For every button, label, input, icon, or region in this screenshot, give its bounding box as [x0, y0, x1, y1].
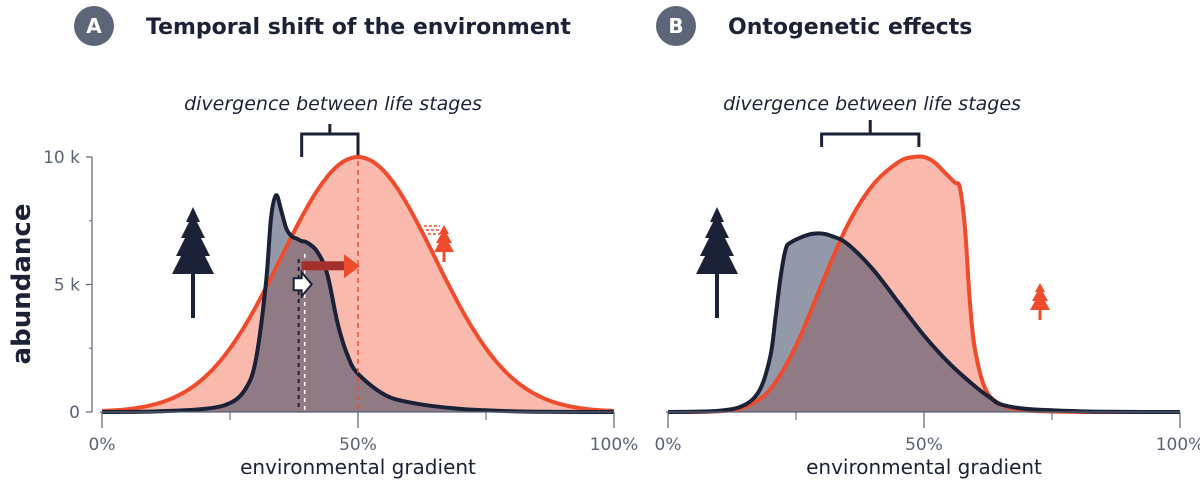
panel-a-x-ticks: 0% 50% 100% [89, 412, 639, 455]
panel-a-divergence-annotation: divergence between life stages [184, 93, 482, 115]
panel-a-adult-area [102, 157, 614, 412]
panel-b-x-ticks: 0% 50% 100% [655, 412, 1200, 455]
panel-a-title: Temporal shift of the environment [146, 15, 571, 40]
panel-a-x-axis-label: environmental gradient [240, 455, 476, 479]
x-tick-label: 100% [1156, 435, 1200, 455]
panel-b-x-axis-label: environmental gradient [806, 455, 1042, 479]
tree-seedling-icon [696, 207, 738, 318]
panel-a-divergence-bracket [300, 124, 360, 157]
y-tick-label: 0 [69, 403, 80, 423]
panel-a-letter: A [86, 14, 102, 38]
x-tick-label: 0% [89, 435, 116, 455]
y-tick-label: 5 k [54, 276, 80, 296]
panel-b: B Ontogenetic effects divergence between… [655, 6, 1200, 479]
panel-b-divergence-annotation: divergence between life stages [723, 93, 1021, 115]
panel-a-juvenile-line [101, 193, 615, 414]
tree-adult-icon [424, 225, 454, 262]
tree-seedling-icon [172, 207, 214, 318]
panel-b-letter: B [668, 14, 683, 38]
panel-b-juvenile-line [667, 231, 1181, 414]
x-tick-label: 100% [590, 435, 639, 455]
x-tick-label: 50% [905, 435, 943, 455]
panel-b-badge [656, 6, 696, 46]
shift-arrow-icon [292, 254, 360, 300]
panel-a-adult-line [101, 155, 615, 413]
panel-b-title: Ontogenetic effects [728, 15, 972, 40]
panel-b-divergence-bracket [820, 120, 921, 147]
panel-a-y-ticks: 0 5 k 10 k [43, 148, 92, 423]
panel-a: A Temporal shift of the environment dive… [43, 6, 638, 479]
y-axis-label: abundance [7, 204, 37, 365]
y-tick-label: 10 k [43, 148, 80, 168]
tree-adult-icon [1030, 283, 1050, 320]
panel-b-juvenile-area [668, 233, 1180, 412]
panel-a-badge [74, 6, 114, 46]
x-tick-label: 50% [339, 435, 377, 455]
x-tick-label: 0% [655, 435, 682, 455]
